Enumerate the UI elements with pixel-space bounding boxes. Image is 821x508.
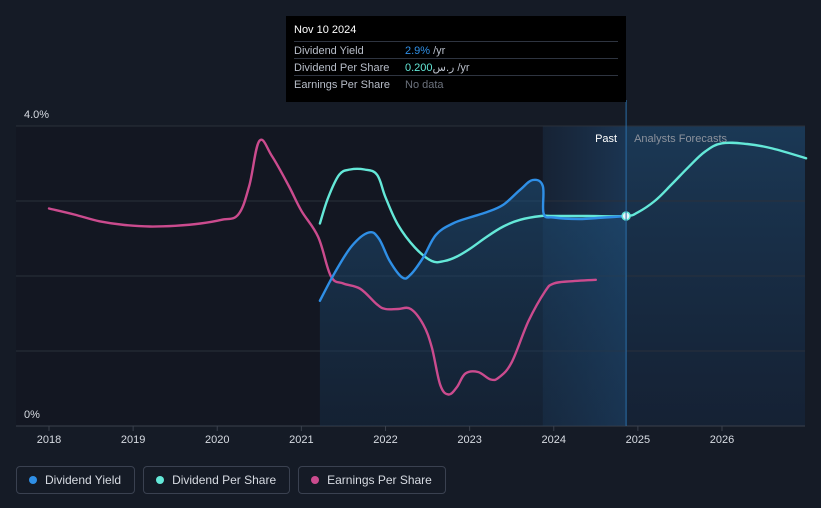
tooltip-value: 2.9% <box>405 44 431 57</box>
legend: Dividend Yield Dividend Per Share Earnin… <box>16 466 446 494</box>
x-tick-label: 2018 <box>37 434 61 446</box>
x-tick-label: 2022 <box>373 434 397 446</box>
tooltip: Nov 10 2024 Dividend Yield 2.9% /yr Divi… <box>286 16 626 102</box>
series-lines <box>47 138 808 396</box>
y-tick-label: 0% <box>24 409 40 421</box>
dividend-yield-line <box>318 178 628 302</box>
forecast-label: Analysts Forecasts <box>634 133 727 145</box>
tooltip-value: 0.200 <box>405 61 433 74</box>
legend-item-earnings-per-share[interactable]: Earnings Per Share <box>298 466 446 494</box>
legend-item-dividend-per-share[interactable]: Dividend Per Share <box>143 466 291 494</box>
tooltip-label: Dividend Per Share <box>294 61 390 74</box>
past-label: Past <box>595 133 617 145</box>
tooltip-label: Earnings Per Share <box>294 78 390 91</box>
legend-dot-icon <box>311 476 320 484</box>
x-tick-label: 2026 <box>710 434 734 446</box>
x-tick-label: 2021 <box>289 434 313 446</box>
tooltip-unit: /yr <box>457 61 470 74</box>
legend-label: Dividend Per Share <box>172 473 277 487</box>
tooltip-currency: ر.س <box>432 62 455 74</box>
tooltip-unit: /yr <box>433 44 446 57</box>
dividend-per-share-line <box>318 141 808 264</box>
dividend-yield-area <box>319 179 627 426</box>
legend-dot-icon <box>156 476 165 484</box>
x-tick-label: 2024 <box>542 434 566 446</box>
tooltip-row-dividend-per-share: Dividend Per Share 0.200 ر.س /yr <box>294 58 618 76</box>
axis-labels: 4.0% 0% 2018 2019 2020 2021 2022 2023 2024 2025 20… <box>24 109 734 446</box>
x-tick-label: 2023 <box>457 434 481 446</box>
x-tick-label: 2019 <box>121 434 145 446</box>
tooltip-date: Nov 10 2024 <box>294 24 357 36</box>
x-tick-label: 2020 <box>205 434 229 446</box>
y-tick-label: 4.0% <box>24 109 49 121</box>
earnings-per-share-line <box>47 138 597 396</box>
legend-item-dividend-yield[interactable]: Dividend Yield <box>16 466 136 494</box>
legend-dot-icon <box>29 476 37 484</box>
tooltip-value: No data <box>405 78 444 91</box>
legend-label: Dividend Yield <box>45 473 122 487</box>
tooltip-row-dividend-yield: Dividend Yield 2.9% /yr <box>294 41 618 59</box>
x-tick-label: 2025 <box>626 434 650 446</box>
tooltip-row-earnings-per-share: Earnings Per Share No data <box>294 75 618 93</box>
tooltip-label: Dividend Yield <box>294 44 364 57</box>
legend-label: Earnings Per Share <box>327 473 432 487</box>
